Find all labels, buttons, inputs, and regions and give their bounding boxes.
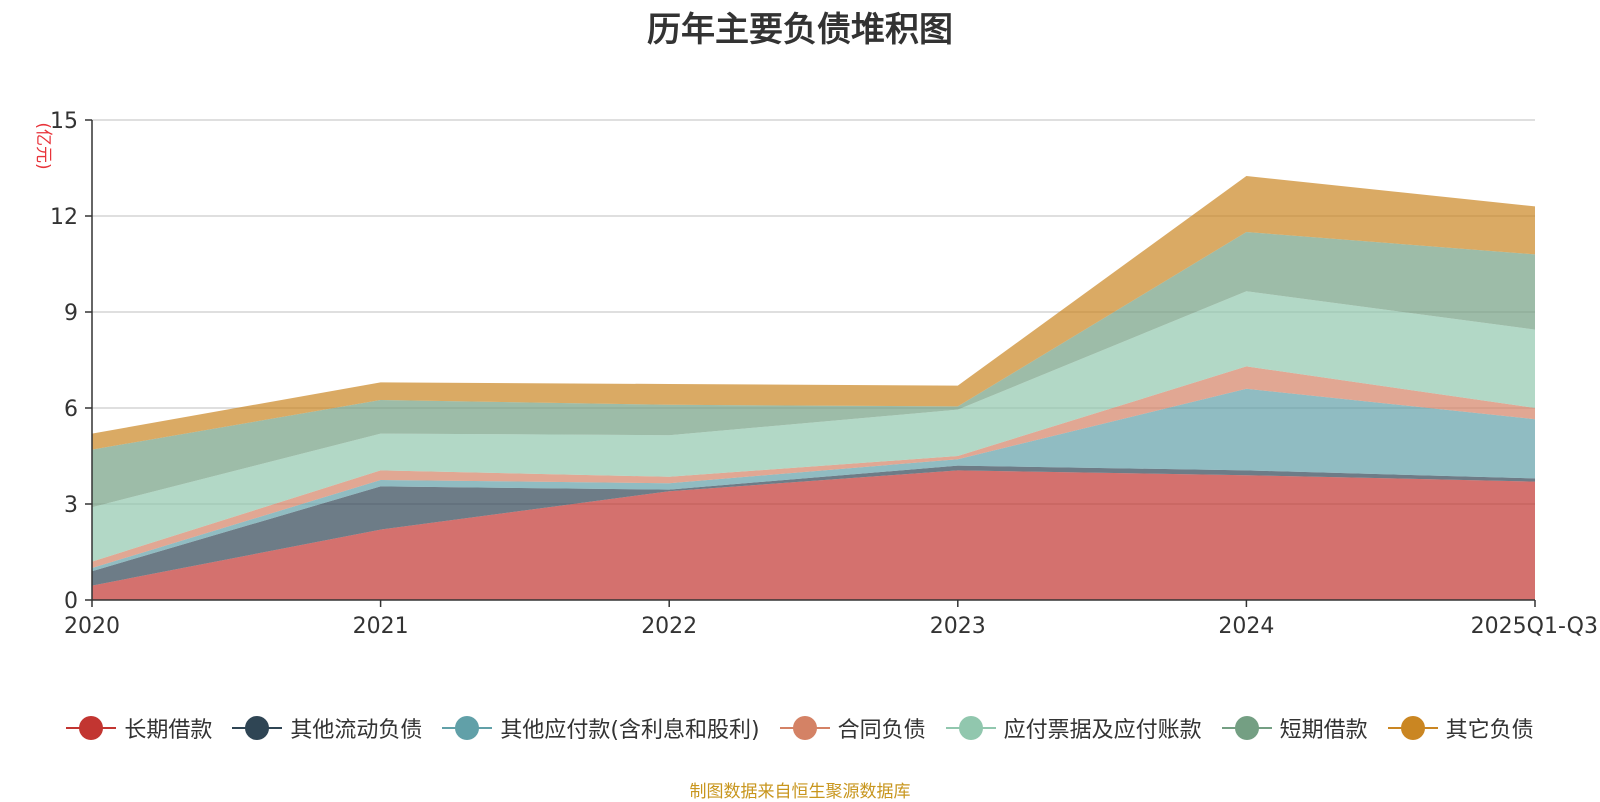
area-series-2 [92,388,1535,572]
legend-marker-icon [1387,716,1438,740]
legend-item-2[interactable]: 其他应付款(含利息和股利) [442,712,760,744]
legend-item-6[interactable]: 其它负债 [1387,712,1534,744]
legend-label: 应付票据及应付账款 [1003,718,1202,743]
y-tick-label-2: 6 [64,397,78,422]
y-tick-label-3: 9 [64,301,78,326]
legend-item-0[interactable]: 长期借款 [66,712,212,744]
x-tick-label-0: 2020 [64,614,120,639]
legend-marker-icon [779,716,830,740]
area-series-6 [92,176,1535,450]
legend-item-3[interactable]: 合同负债 [779,712,926,744]
legend-label: 其他流动负债 [290,718,423,743]
legend-item-5[interactable]: 短期借款 [1221,712,1368,744]
legend-label: 其他应付款(含利息和股利) [500,718,760,743]
legend-marker-icon [66,716,117,740]
legend-label: 合同负债 [837,718,926,743]
chart-title: 历年主要负债堆积图 [647,10,953,50]
x-tick-label-1: 2021 [353,614,409,639]
source-note: 制图数据来自恒生聚源数据库 [689,782,911,802]
y-tick-label-1: 3 [64,493,78,518]
stacked-area-chart: 0 3 6 9 12 15 2020 2021 2022 2023 2024 2025Q1-Q3 (亿元… [33,109,1598,639]
legend-item-4[interactable]: 应付票据及应付账款 [945,712,1202,744]
x-tick-label-3: 2023 [930,614,986,639]
area-series-0 [92,470,1535,600]
legend-item-1[interactable]: 其他流动负债 [232,712,422,744]
legend-label: 长期借款 [124,718,213,743]
area-series-5 [92,232,1535,508]
legend-label: 短期借款 [1279,718,1368,743]
x-tick-label-2: 2022 [641,614,697,639]
x-tick-label-5: 2025Q1-Q3 [1471,614,1598,639]
y-tick-label-4: 12 [50,205,78,230]
chart-legend: 长期借款 其他流动负债 其他应付款(含利息和股利) 合同负债 应付票据及应付账款 短期借款… [0,712,1600,744]
legend-marker-icon [232,716,283,740]
area-series-1 [92,465,1535,586]
legend-marker-icon [945,716,996,740]
area-series-4 [92,291,1535,562]
legend-label: 其它负债 [1445,718,1534,743]
area-series-3 [92,366,1535,568]
y-tick-label-5: 15 [50,109,78,134]
legend-marker-icon [442,716,493,740]
y-axis-unit-label: (亿元) [33,122,53,169]
y-tick-label-0: 0 [64,589,78,614]
legend-marker-icon [1221,716,1272,740]
x-tick-label-4: 2024 [1218,614,1274,639]
